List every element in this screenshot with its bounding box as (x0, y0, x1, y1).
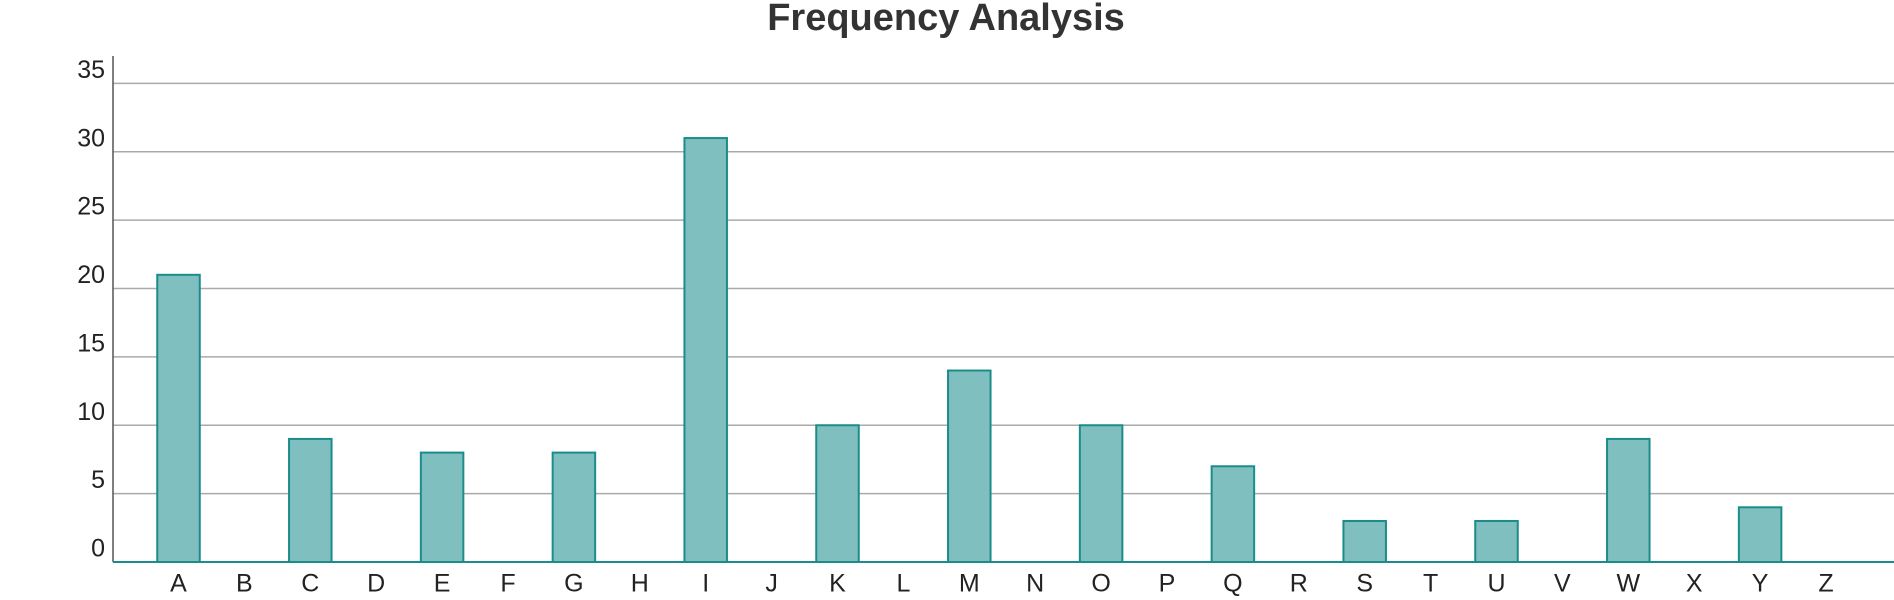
x-tick-label: E (434, 570, 451, 598)
x-tick-label: I (702, 570, 709, 598)
x-tick-label: R (1290, 570, 1308, 598)
x-tick-label: S (1356, 570, 1373, 598)
y-tick-label: 0 (91, 535, 105, 563)
y-tick-label: 20 (77, 261, 105, 289)
bar (1474, 519, 1519, 563)
bar (1737, 506, 1783, 564)
x-tick-label: X (1686, 570, 1703, 598)
x-tick-label: O (1091, 570, 1110, 598)
x-tick-label: W (1616, 570, 1640, 598)
bar (551, 451, 597, 564)
x-tick-label: P (1159, 570, 1176, 598)
bar (288, 437, 333, 563)
x-tick-label: G (564, 570, 583, 598)
x-tick-label: U (1487, 570, 1505, 598)
bar (815, 424, 860, 564)
bar (1078, 424, 1124, 564)
x-tick-label: N (1026, 570, 1044, 598)
x-tick-label: L (896, 570, 910, 598)
bar (419, 451, 465, 564)
x-tick-label: Q (1223, 570, 1242, 598)
y-tick-label: 10 (77, 398, 105, 426)
y-tick-label: 15 (77, 329, 105, 357)
x-tick-label: D (367, 570, 385, 598)
chart-title: Frequency Analysis (767, 0, 1125, 39)
y-tick-label: 30 (77, 124, 105, 152)
x-tick-label: Y (1752, 570, 1769, 598)
x-tick-label: K (829, 570, 846, 598)
x-tick-label: V (1554, 570, 1571, 598)
x-tick-label: T (1423, 570, 1438, 598)
bar (1606, 437, 1651, 563)
bar (947, 369, 992, 563)
x-tick-label: H (631, 570, 649, 598)
y-tick-label: 25 (77, 193, 105, 221)
bar (1210, 465, 1256, 563)
bar (1342, 519, 1387, 563)
x-tick-label: A (170, 570, 187, 598)
y-tick-label: 5 (91, 466, 105, 494)
x-tick-label: J (765, 570, 778, 598)
bar (683, 137, 728, 563)
x-tick-label: F (500, 570, 515, 598)
x-tick-label: M (959, 570, 980, 598)
bar (156, 273, 201, 563)
x-tick-label: Z (1818, 570, 1833, 598)
x-tick-label: C (301, 570, 319, 598)
x-tick-label: B (236, 570, 253, 598)
y-tick-label: 35 (77, 56, 105, 84)
